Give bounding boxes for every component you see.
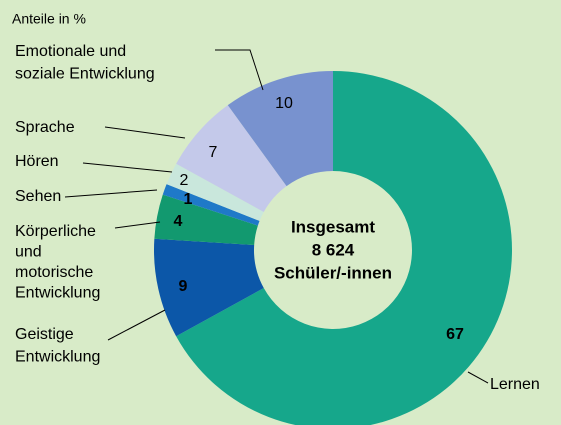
category-label: Emotionale und soziale Entwicklung [15,43,155,83]
value-label: 67 [446,326,464,343]
leader-line [467,371,489,384]
value-label: 7 [209,144,218,161]
leader-line [114,221,161,229]
donut-segment [166,163,264,221]
chart-subtitle: Anteile in % [12,11,86,27]
category-label: Sprache [15,119,75,136]
leader-line [82,162,173,173]
value-label: 9 [179,278,188,295]
leader-line [104,126,186,139]
category-label: Lernen [490,376,540,393]
category-label: Geistige Entwicklung [15,326,100,366]
value-label: 10 [275,95,293,112]
donut-segment [154,194,258,246]
category-label: Hören [15,153,59,170]
donut-segment [162,184,260,226]
center-label: Schüler/-innen [274,263,392,282]
value-label: 1 [184,191,193,208]
donut-segment [176,71,512,425]
center-label: Insgesamt [291,217,375,236]
donut-segment [154,238,264,337]
value-label: 4 [174,213,183,230]
category-label: Sehen [15,188,61,205]
value-label: 2 [180,172,189,189]
center-label: 8 624 [312,240,355,259]
donut-segment [227,71,333,187]
category-label: Körperliche und motorische Entwicklung [15,223,100,302]
leader-line [64,189,158,198]
leader-line [107,309,166,341]
leader-line [215,49,264,91]
donut-segment [176,105,287,212]
